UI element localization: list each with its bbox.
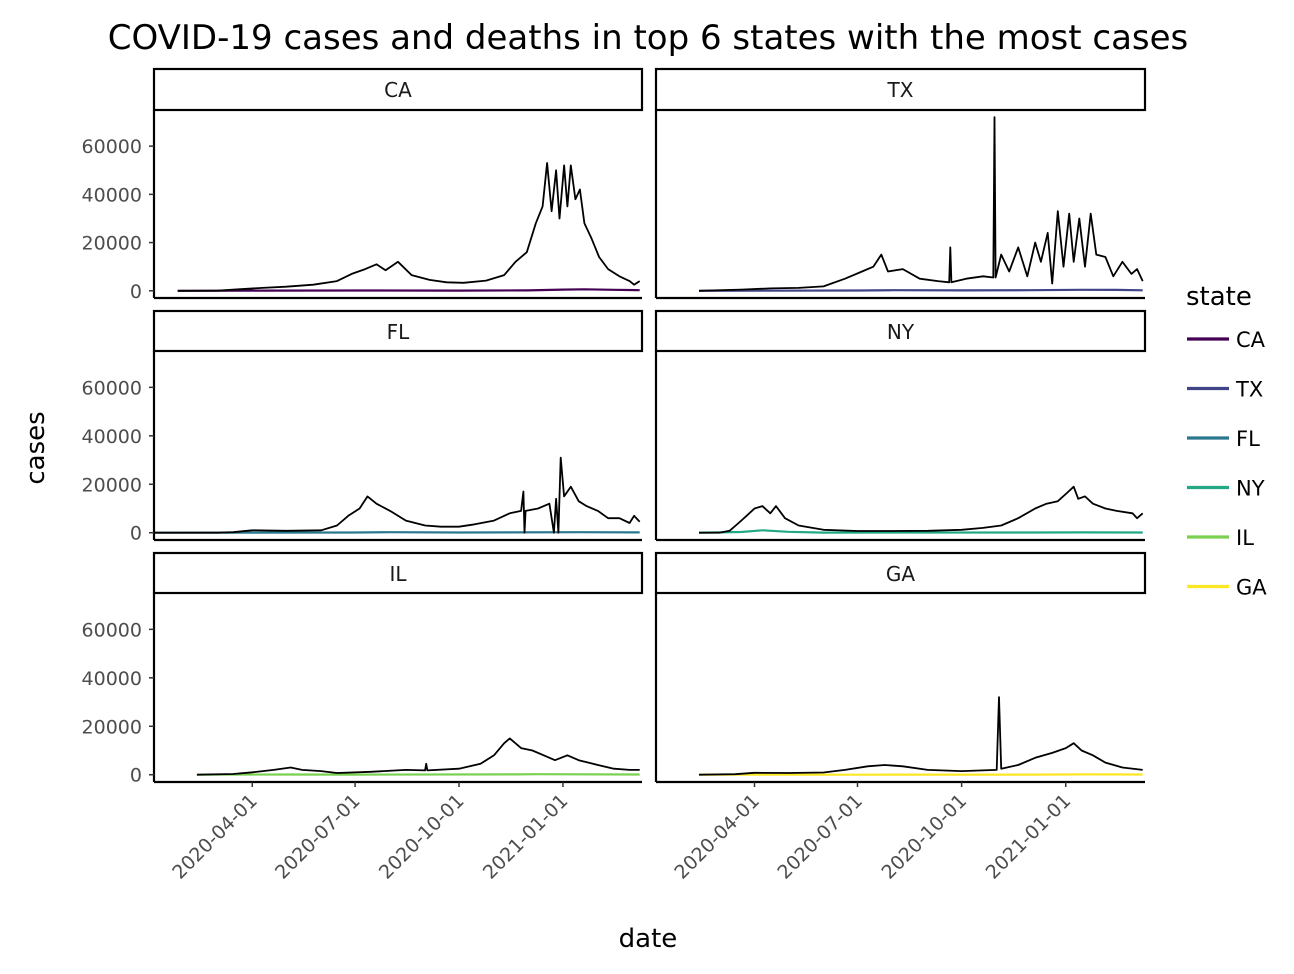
legend-item-il: IL [1187,526,1254,550]
deaths-line-tx [698,288,1143,292]
legend-item-fl: FL [1187,427,1260,451]
y-tick-label: 20000 [82,716,142,738]
facet-strip-label: NY [887,320,915,344]
facet-strip-label: FL [387,320,411,344]
facet-strip [152,309,644,353]
legend-title: state [1186,282,1252,312]
legend-label: NY [1236,477,1265,501]
panel-tx: TX [654,67,1147,300]
chart-title: COVID-19 cases and deaths in top 6 state… [108,18,1189,58]
facet-strip [654,551,1147,595]
x-tick-label: 2020-10-01 [878,790,972,884]
y-tick-label: 0 [130,523,142,545]
facet-strip-label: CA [384,78,412,102]
deaths-line-fl [155,531,640,534]
facet-strip-label: IL [389,562,407,586]
y-tick-label: 0 [130,281,142,303]
legend-item-ga: GA [1187,576,1267,600]
legend: CA TX FL NY IL GA [1187,328,1267,600]
cases-line-il [196,737,640,776]
cases-line-ga [698,696,1143,776]
facet-strip [152,551,644,595]
y-tick-label: 40000 [82,184,142,206]
facet-strip-label: TX [887,78,914,102]
y-tick-label: 60000 [82,619,142,641]
deaths-line-ca [177,288,640,292]
y-axis-title: cases [21,411,51,484]
panel-ga: GA 2020-04-01 2020-07-01 2020-10-01 2021-01-… [654,551,1147,884]
cases-line-fl [155,456,641,534]
facet-strip [152,67,644,112]
y-tick-label: 60000 [82,136,142,158]
legend-item-ny: NY [1187,477,1265,501]
panel-ca: CA 0 20000 40000 60000 [82,67,644,303]
x-tick-label: 2020-07-01 [773,790,867,884]
y-tick-label: 0 [130,765,142,787]
x-tick-label: 2020-04-01 [168,790,262,884]
x-tick-label: 2021-01-01 [982,790,1076,884]
deaths-line-ny [698,529,1143,534]
facet-strip [654,67,1147,112]
cases-line-ny [699,485,1144,534]
panel-fl: FL 0 20000 40000 60000 [82,309,644,545]
x-tick-label: 2020-10-01 [375,790,469,884]
x-axis-title: date [619,924,678,954]
cases-line-ca [177,162,641,292]
legend-label: IL [1236,526,1254,550]
legend-label: GA [1236,576,1267,600]
deaths-line-il [196,773,640,776]
legend-label: TX [1235,378,1263,402]
legend-item-ca: CA [1187,328,1266,352]
y-tick-label: 20000 [82,233,142,255]
legend-item-tx: TX [1187,378,1263,402]
facet-strip [654,309,1147,353]
legend-label: FL [1236,427,1260,451]
y-tick-label: 40000 [82,668,142,690]
x-tick-label: 2020-04-01 [670,790,764,884]
x-tick-label: 2020-07-01 [271,790,365,884]
y-tick-label: 20000 [82,474,142,496]
legend-label: CA [1236,328,1266,352]
y-tick-label: 60000 [82,377,142,399]
facet-strip-label: GA [886,562,915,586]
cases-line-tx [698,116,1144,292]
y-tick-label: 40000 [82,426,142,448]
x-tick-label: 2021-01-01 [479,790,573,884]
facet-panels: CA 0 20000 40000 60000 TX FL 0 20000 40000 60000 NY… [82,67,1147,884]
panel-ny: NY [654,309,1147,542]
